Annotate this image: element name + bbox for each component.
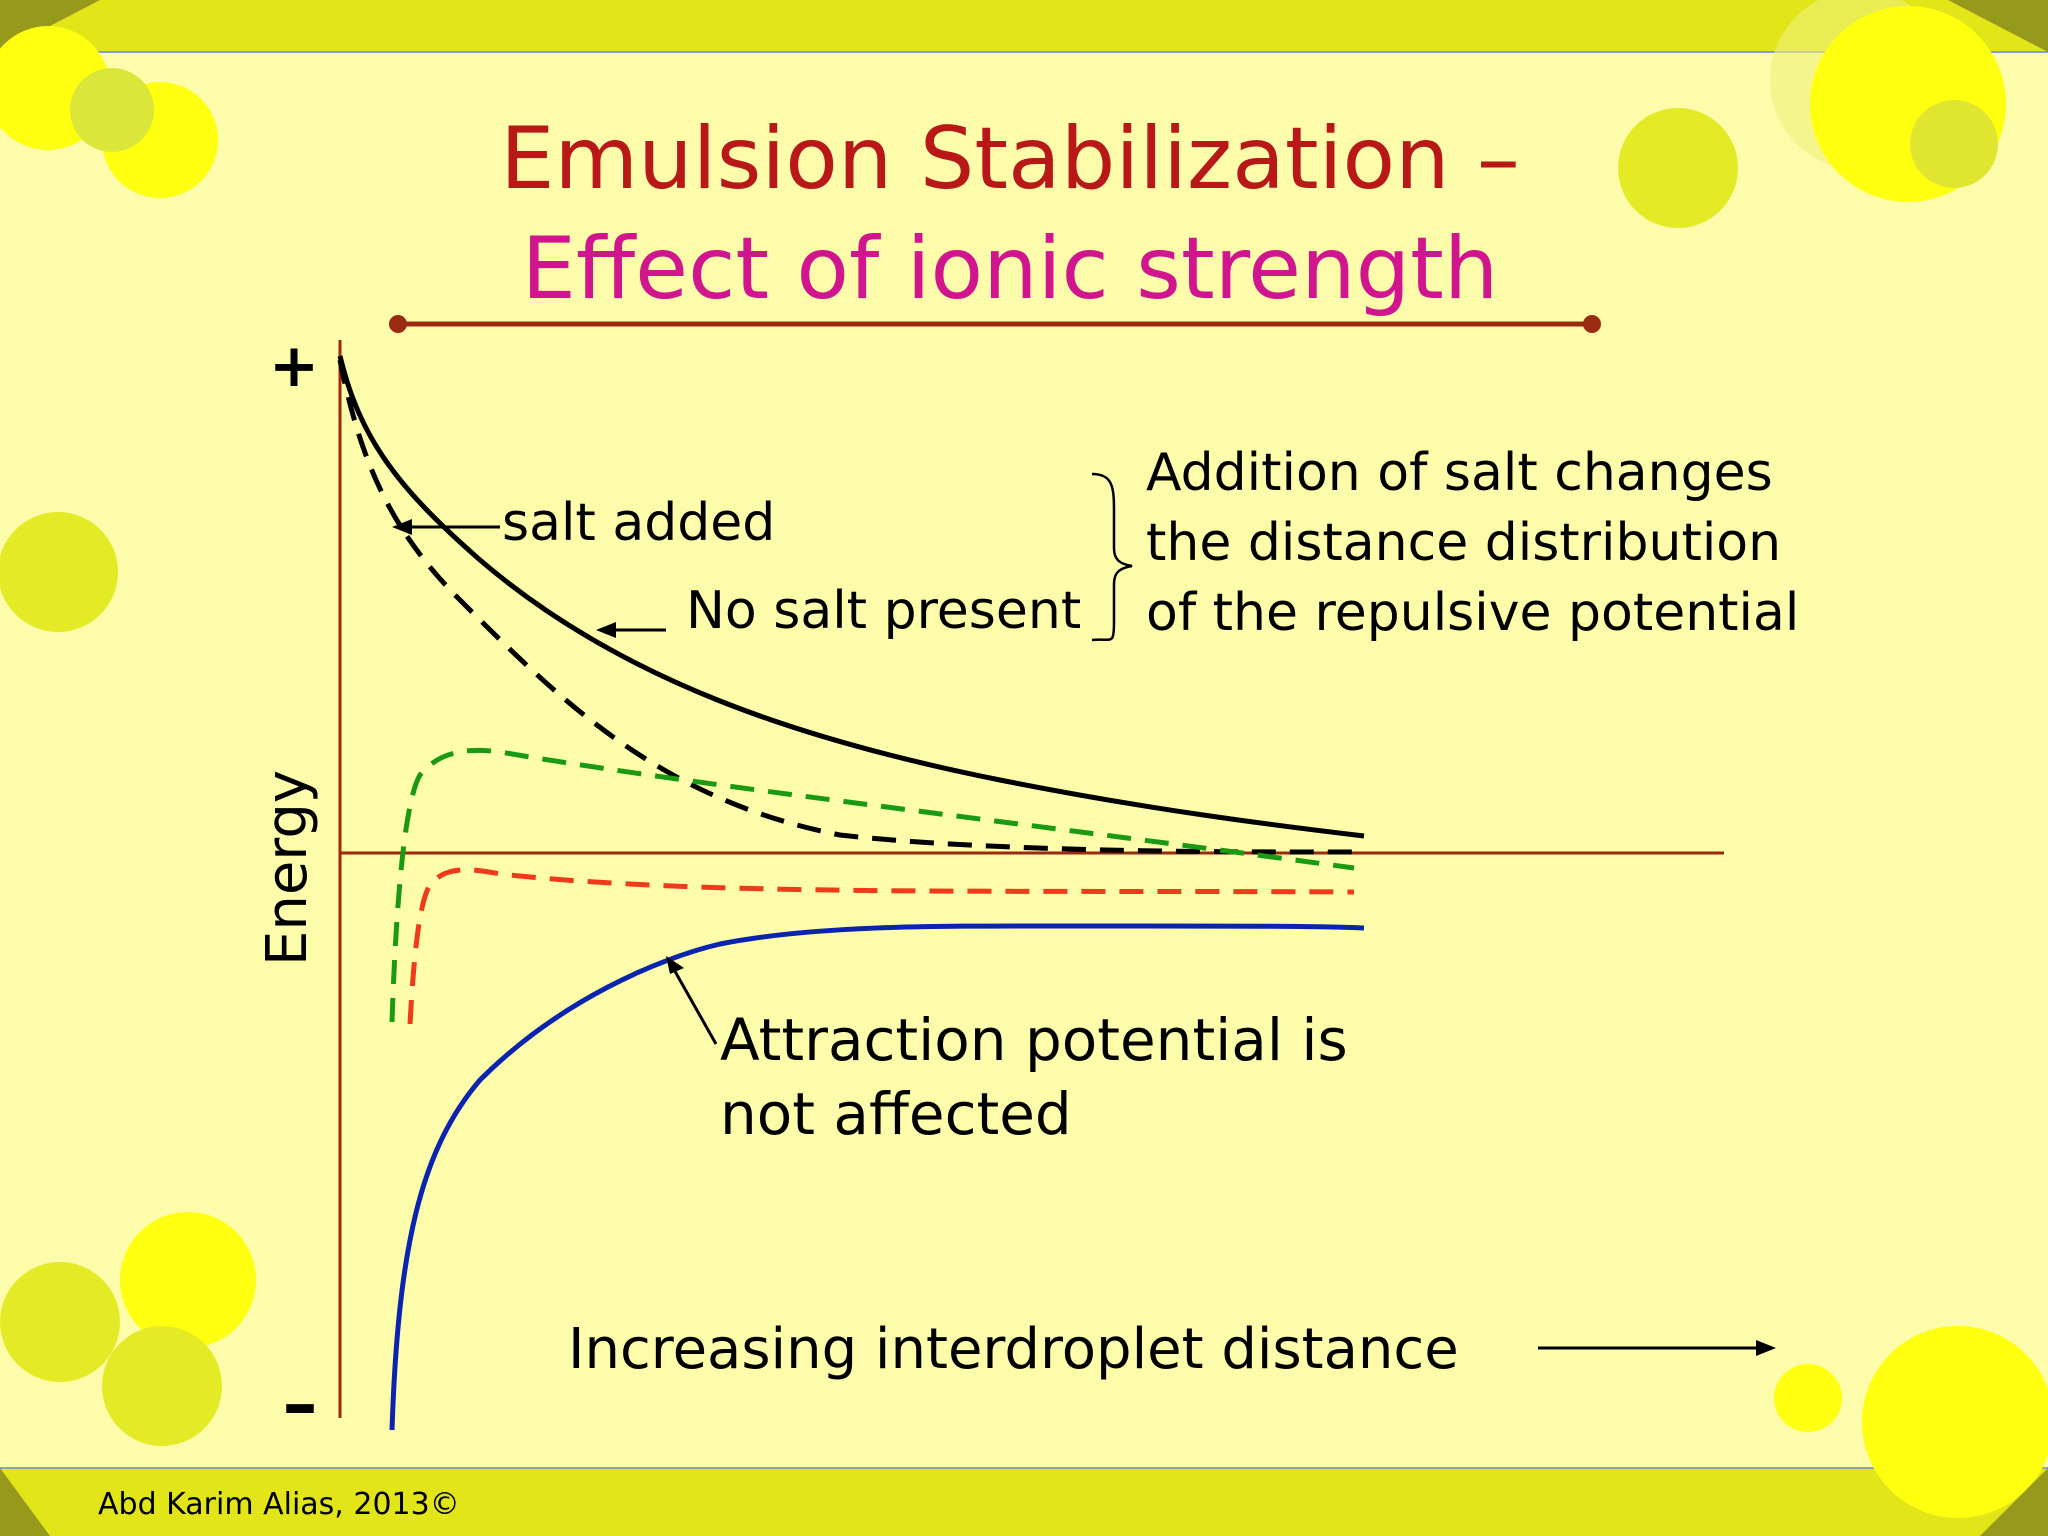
title-underline <box>389 315 1601 333</box>
slide-subtitle: Effect of ionic strength <box>522 219 1499 319</box>
no-salt-label: No salt present <box>686 581 1081 641</box>
repulsion-no-salt-curve <box>337 355 1365 839</box>
attraction-potential-curve <box>389 923 1365 1431</box>
slide-title: Emulsion Stabilization – <box>500 109 1520 209</box>
top-frame <box>0 0 2048 53</box>
salt-effect-line-1: Addition of salt changes <box>1146 443 1773 503</box>
footer-credit: Abd Karim Alias, 2013© <box>98 1487 460 1522</box>
salt-added-pointer <box>392 519 500 535</box>
y-axis-label: Energy <box>255 770 320 966</box>
salt-added-label: salt added <box>502 493 775 553</box>
repulsion-salt-added-curve <box>337 359 1365 855</box>
y-axis-minus-marker: – <box>283 1363 318 1445</box>
no-salt-pointer <box>596 622 666 638</box>
salt-effect-line-3: of the repulsive potential <box>1146 583 1799 643</box>
y-axis-plus-marker: + <box>269 331 319 401</box>
bottom-frame <box>0 1467 2048 1536</box>
attraction-label-line-1: Attraction potential is <box>720 1006 1348 1074</box>
x-direction-arrow <box>1538 1340 1776 1356</box>
salt-effect-brace <box>1091 472 1133 642</box>
attraction-pointer <box>666 956 718 1045</box>
net-potential-no-salt-curve <box>389 747 1355 1023</box>
salt-effect-line-2: the distance distribution <box>1146 513 1781 573</box>
net-potential-salt-added-curve <box>407 867 1355 1025</box>
attraction-label-line-2: not affected <box>720 1080 1072 1148</box>
x-axis-label: Increasing interdroplet distance <box>568 1317 1459 1382</box>
